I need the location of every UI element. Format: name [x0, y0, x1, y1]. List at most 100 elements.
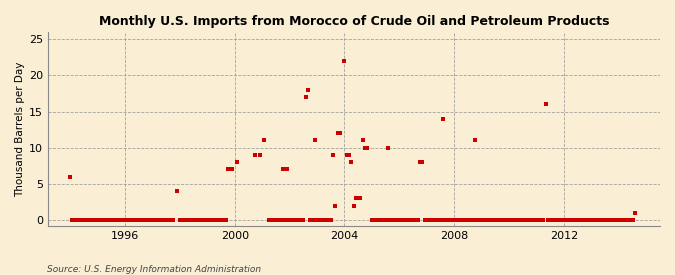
Point — [616, 218, 626, 222]
Y-axis label: Thousand Barrels per Day: Thousand Barrels per Day — [15, 61, 25, 197]
Point — [433, 218, 443, 222]
Point — [456, 218, 466, 222]
Point — [327, 153, 338, 157]
Point — [589, 218, 599, 222]
Point — [504, 218, 514, 222]
Point — [171, 189, 182, 193]
Point — [316, 218, 327, 222]
Point — [477, 218, 487, 222]
Point — [177, 218, 188, 222]
Point — [394, 218, 405, 222]
Point — [188, 218, 199, 222]
Point — [586, 218, 597, 222]
Point — [630, 211, 641, 215]
Point — [264, 218, 275, 222]
Point — [271, 218, 281, 222]
Point — [131, 218, 142, 222]
Point — [342, 153, 352, 157]
Point — [163, 218, 173, 222]
Point — [392, 218, 402, 222]
Point — [218, 218, 229, 222]
Point — [410, 218, 421, 222]
Point — [76, 218, 87, 222]
Point — [373, 218, 384, 222]
Point — [378, 218, 389, 222]
Point — [454, 218, 464, 222]
Point — [124, 218, 135, 222]
Point — [268, 218, 279, 222]
Point — [284, 218, 295, 222]
Point — [620, 218, 631, 222]
Point — [211, 218, 222, 222]
Title: Monthly U.S. Imports from Morocco of Crude Oil and Petroleum Products: Monthly U.S. Imports from Morocco of Cru… — [99, 15, 610, 28]
Point — [549, 218, 560, 222]
Point — [346, 160, 356, 164]
Point — [348, 204, 359, 208]
Point — [414, 160, 425, 164]
Point — [83, 218, 94, 222]
Point — [103, 218, 114, 222]
Point — [614, 218, 624, 222]
Point — [554, 218, 565, 222]
Point — [97, 218, 107, 222]
Point — [474, 218, 485, 222]
Point — [95, 218, 105, 222]
Point — [200, 218, 211, 222]
Point — [232, 160, 242, 164]
Point — [551, 218, 562, 222]
Point — [78, 218, 89, 222]
Point — [572, 218, 583, 222]
Point — [538, 218, 549, 222]
Point — [195, 218, 206, 222]
Point — [449, 218, 460, 222]
Point — [92, 218, 103, 222]
Point — [609, 218, 620, 222]
Point — [220, 218, 231, 222]
Point — [481, 218, 491, 222]
Point — [193, 218, 204, 222]
Point — [138, 218, 148, 222]
Point — [458, 218, 468, 222]
Point — [383, 145, 394, 150]
Point — [524, 218, 535, 222]
Point — [515, 218, 526, 222]
Point — [389, 218, 400, 222]
Point — [362, 145, 373, 150]
Point — [579, 218, 590, 222]
Point — [424, 218, 435, 222]
Point — [376, 218, 387, 222]
Point — [421, 218, 432, 222]
Point — [483, 218, 494, 222]
Point — [380, 218, 391, 222]
Point — [184, 218, 194, 222]
Point — [314, 218, 325, 222]
Point — [487, 218, 498, 222]
Point — [330, 204, 341, 208]
Point — [490, 218, 501, 222]
Point — [398, 218, 409, 222]
Point — [469, 138, 480, 143]
Point — [74, 218, 84, 222]
Point — [536, 218, 547, 222]
Point — [607, 218, 618, 222]
Point — [584, 218, 595, 222]
Point — [227, 167, 238, 172]
Point — [522, 218, 533, 222]
Point — [462, 218, 473, 222]
Point — [277, 218, 288, 222]
Point — [305, 218, 316, 222]
Point — [323, 218, 334, 222]
Point — [115, 218, 126, 222]
Point — [574, 218, 585, 222]
Point — [350, 196, 361, 200]
Point — [344, 153, 354, 157]
Point — [604, 218, 615, 222]
Point — [335, 131, 346, 136]
Point — [136, 218, 146, 222]
Point — [437, 117, 448, 121]
Point — [533, 218, 544, 222]
Point — [406, 218, 416, 222]
Point — [156, 218, 167, 222]
Point — [186, 218, 196, 222]
Point — [597, 218, 608, 222]
